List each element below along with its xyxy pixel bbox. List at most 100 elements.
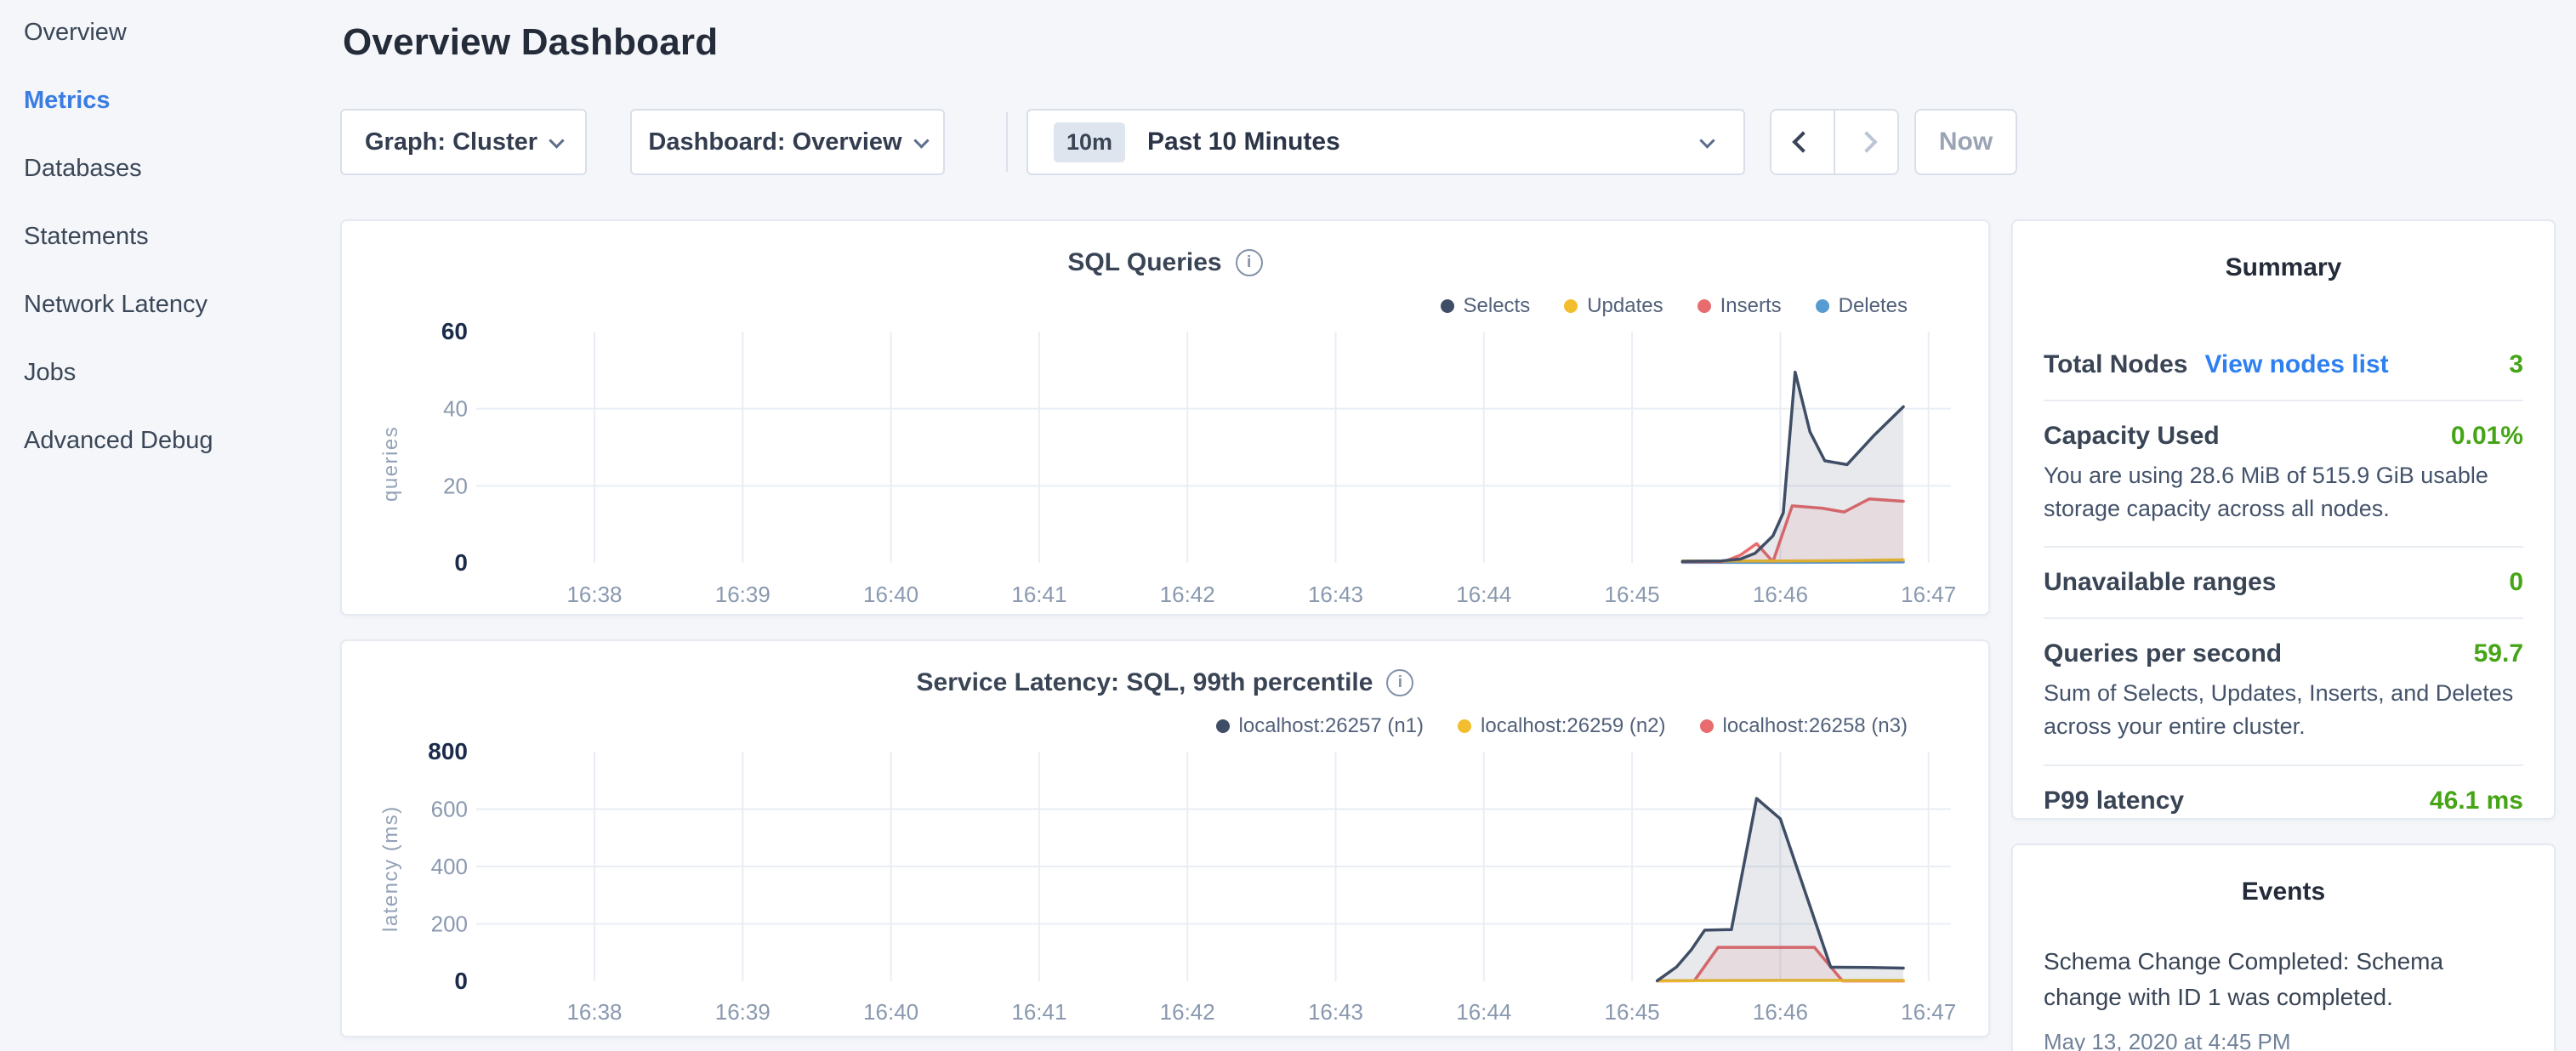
svg-text:0: 0 xyxy=(454,549,468,576)
svg-text:16:40: 16:40 xyxy=(863,582,918,607)
info-icon[interactable] xyxy=(1235,249,1263,276)
svg-text:60: 60 xyxy=(441,321,468,344)
events-panel: Events Schema Change Completed: Schema c… xyxy=(2011,844,2556,1051)
legend-dot xyxy=(1697,299,1711,313)
summary-row-unavailable-ranges: Unavailable ranges 0 xyxy=(2044,546,2523,617)
time-next-button[interactable] xyxy=(1835,111,1897,173)
chevron-left-icon xyxy=(1791,131,1814,153)
time-range-selector[interactable]: 10m Past 10 Minutes xyxy=(1026,109,1745,175)
chart-title-row: SQL Queries xyxy=(342,248,1988,277)
chevron-right-icon xyxy=(1855,131,1878,153)
legend-item-localhost-26258-n3-: localhost:26258 (n3) xyxy=(1699,714,1908,738)
summary-row-value: 0 xyxy=(2509,568,2523,597)
svg-text:16:39: 16:39 xyxy=(715,582,771,607)
svg-text:16:38: 16:38 xyxy=(566,999,622,1022)
chart-title: SQL Queries xyxy=(1067,248,1222,276)
series-line-localhost-26257-n1- xyxy=(1655,797,1905,983)
legend-dot xyxy=(1564,299,1578,313)
legend-label: Selects xyxy=(1463,294,1531,317)
legend-item-updates: Updates xyxy=(1564,294,1663,318)
legend-dot xyxy=(1458,719,1472,733)
sidebar-item-databases[interactable]: Databases xyxy=(24,154,142,182)
summary-row-subtext: You are using 28.6 MiB of 515.9 GiB usab… xyxy=(2044,463,2488,522)
legend-dot xyxy=(1215,719,1230,733)
summary-row-label: Total Nodes xyxy=(2044,350,2188,378)
chart-legend: localhost:26257 (n1) localhost:26259 (n2)… xyxy=(1215,714,1908,738)
svg-text:20: 20 xyxy=(443,473,468,498)
now-button[interactable]: Now xyxy=(1914,109,2017,175)
legend-dot xyxy=(1440,299,1454,313)
controls-divider xyxy=(1006,112,1008,172)
time-prev-button[interactable] xyxy=(1771,111,1835,173)
time-range-badge: 10m xyxy=(1054,122,1126,162)
service-latency-card: Service Latency: SQL, 99th percentile lo… xyxy=(340,639,1990,1037)
sidebar-item-advanced-debug[interactable]: Advanced Debug xyxy=(24,426,213,454)
svg-text:16:42: 16:42 xyxy=(1160,582,1215,607)
legend-label: localhost:26259 (n2) xyxy=(1481,714,1666,737)
view-nodes-link[interactable]: View nodes list xyxy=(2204,350,2389,378)
chevron-down-icon xyxy=(1699,132,1715,149)
chart-title-row: Service Latency: SQL, 99th percentile xyxy=(342,668,1988,697)
svg-text:16:40: 16:40 xyxy=(863,999,918,1022)
svg-text:16:39: 16:39 xyxy=(715,999,771,1022)
svg-text:40: 40 xyxy=(443,396,468,422)
summary-row-p99-latency: P99 latency 46.1 ms xyxy=(2044,764,2523,836)
svg-text:400: 400 xyxy=(431,854,468,879)
graph-dropdown[interactable]: Graph: Cluster xyxy=(340,109,587,175)
summary-row-label: Queries per second xyxy=(2044,639,2283,668)
sidebar-item-jobs[interactable]: Jobs xyxy=(24,358,77,386)
svg-text:16:45: 16:45 xyxy=(1605,999,1660,1022)
legend-label: Updates xyxy=(1587,294,1663,317)
event-item: Schema Change Completed: Schema change w… xyxy=(2044,944,2523,1051)
dashboard-dropdown[interactable]: Dashboard: Overview xyxy=(630,109,945,175)
svg-text:16:42: 16:42 xyxy=(1160,999,1215,1022)
svg-text:16:38: 16:38 xyxy=(566,582,622,607)
sql-queries-chart[interactable]: 16:38 16:39 16:40 16:41 16:42 16:43 16:44 16:45… xyxy=(367,321,1975,610)
events-list: Schema Change Completed: Schema change w… xyxy=(2044,944,2523,1051)
series-area-localhost-26257-n1- xyxy=(1657,798,1904,981)
dashboard-dropdown-label: Dashboard: Overview xyxy=(648,128,902,156)
series-line-selects xyxy=(1680,370,1905,563)
info-icon[interactable] xyxy=(1386,669,1414,696)
summary-rows: Total Nodes View nodes list 3 Capacity Used… xyxy=(2044,330,2523,836)
sidebar-item-statements[interactable]: Statements xyxy=(24,222,149,250)
svg-text:16:47: 16:47 xyxy=(1901,582,1956,607)
svg-text:16:41: 16:41 xyxy=(1011,582,1066,607)
summary-title: Summary xyxy=(2225,253,2342,281)
legend-item-deletes: Deletes xyxy=(1815,294,1908,318)
svg-text:16:47: 16:47 xyxy=(1901,999,1956,1022)
chart-legend: Selects Updates Inserts Deletes xyxy=(1440,294,1908,318)
summary-row-queries-per-second: Queries per second 59.7 Sum of Selects, Up… xyxy=(2044,617,2523,764)
legend-label: localhost:26257 (n1) xyxy=(1238,714,1424,737)
svg-text:800: 800 xyxy=(428,738,468,764)
sidebar-item-network-latency[interactable]: Network Latency xyxy=(24,290,208,318)
legend-label: localhost:26258 (n3) xyxy=(1722,714,1908,737)
summary-row-subtext: Sum of Selects, Updates, Inserts, and De… xyxy=(2044,680,2514,740)
series-area-inserts xyxy=(1682,498,1904,563)
legend-dot xyxy=(1699,719,1714,733)
summary-row-value: 59.7 xyxy=(2473,639,2523,668)
time-step-buttons xyxy=(1770,109,1899,175)
legend-label: Inserts xyxy=(1720,294,1782,317)
svg-text:16:46: 16:46 xyxy=(1753,582,1808,607)
svg-text:600: 600 xyxy=(431,797,468,822)
sql-queries-card: SQL Queries Selects Updates Inserts Deletes… xyxy=(340,219,1990,616)
time-range-label: Past 10 Minutes xyxy=(1147,128,1340,156)
sidebar-nav-list: Overview Metrics Databases Statements Networ… xyxy=(0,0,340,457)
chevron-down-icon xyxy=(549,132,565,149)
svg-text:0: 0 xyxy=(454,968,468,994)
svg-text:16:44: 16:44 xyxy=(1456,999,1511,1022)
svg-text:16:43: 16:43 xyxy=(1308,999,1363,1022)
chart-grid: 16:38 16:39 16:40 16:41 16:42 16:43 16:44 16:45… xyxy=(428,738,1956,1022)
svg-text:16:43: 16:43 xyxy=(1308,582,1363,607)
legend-item-selects: Selects xyxy=(1440,294,1531,318)
legend-item-inserts: Inserts xyxy=(1697,294,1782,318)
graph-dropdown-label: Graph: Cluster xyxy=(364,128,538,156)
service-latency-chart[interactable]: 16:38 16:39 16:40 16:41 16:42 16:43 16:44 16:45… xyxy=(367,733,1975,1022)
sidebar-item-overview[interactable]: Overview xyxy=(24,18,127,46)
svg-text:16:41: 16:41 xyxy=(1011,999,1066,1022)
summary-row-total-nodes: Total Nodes View nodes list 3 xyxy=(2044,330,2523,400)
sidebar-item-metrics[interactable]: Metrics xyxy=(24,86,111,114)
event-text: Schema Change Completed: Schema change w… xyxy=(2044,948,2444,1010)
series-area-localhost-26258-n3- xyxy=(1657,947,1904,981)
